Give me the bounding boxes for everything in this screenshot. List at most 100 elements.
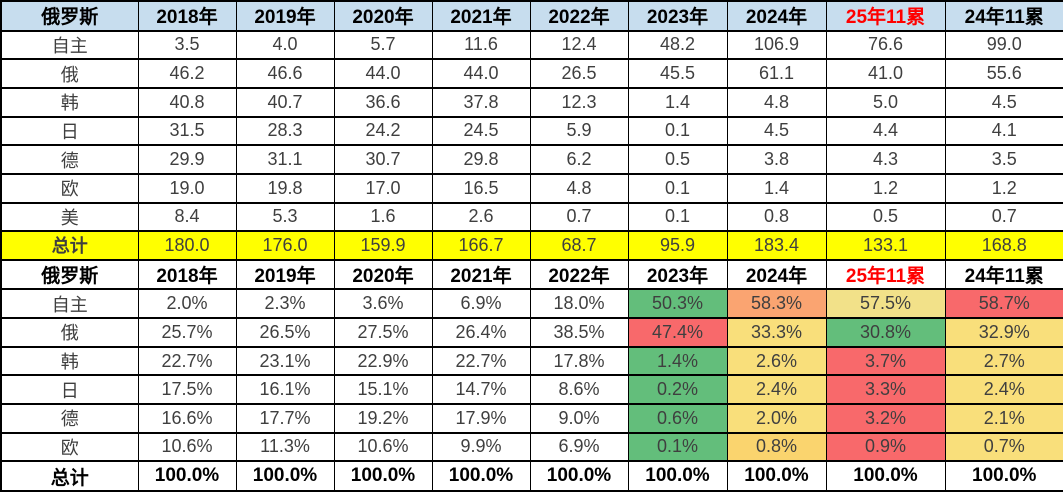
table2-value-cell: 1.4%: [627, 345, 728, 377]
table2-year-header-cell: 2020年: [333, 258, 433, 291]
table2-total-value-cell: 100.0%: [137, 460, 237, 492]
table2-value-cell: 2.7%: [944, 345, 1063, 377]
table2-value-cell: 23.1%: [235, 345, 335, 377]
table1-data-row: 俄 46.2 46.6 44.0 44.0 26.5 45.5 61.1 41.0 55.6: [0, 58, 1063, 89]
table1-value-cell: 19.0: [137, 172, 237, 204]
table1-value-cell: 55.6: [944, 58, 1063, 89]
table1-value-cell: 4.4: [825, 115, 946, 147]
table1-value-cell: 5.7: [333, 29, 433, 61]
table1-value-cell: 76.6: [825, 29, 946, 61]
table2-value-cell: 26.4%: [431, 317, 531, 348]
table2-value-cell: 8.6%: [529, 374, 629, 405]
table2-value-cell: 2.6%: [726, 345, 827, 377]
table1-value-cell: 24.5: [431, 115, 531, 147]
table1-row-label-cell: 俄: [0, 58, 139, 89]
table2-value-cell: 2.0%: [137, 288, 237, 320]
table2-value-cell: 15.1%: [333, 374, 433, 405]
table2-total-label-cell: 总计: [0, 460, 139, 492]
table2-value-cell: 3.6%: [333, 288, 433, 320]
table2-value-cell: 0.1%: [627, 431, 728, 463]
table2-value-cell: 2.4%: [944, 374, 1063, 405]
table1-value-cell: 106.9: [726, 29, 827, 61]
table2-value-cell: 58.7%: [944, 288, 1063, 320]
table2-value-cell: 19.2%: [333, 403, 433, 434]
table1-total-label-cell: 总计: [0, 230, 139, 261]
table1-value-cell: 12.3: [529, 86, 629, 118]
table2-year-header-cell: 2022年: [529, 258, 629, 291]
table2-total-value-cell: 100.0%: [529, 460, 629, 492]
table2-value-cell: 10.6%: [333, 431, 433, 463]
table1-value-cell: 40.7: [235, 86, 335, 118]
table1-value-cell: 48.2: [627, 29, 728, 61]
table2-value-cell: 0.9%: [825, 431, 946, 463]
table2-value-cell: 32.9%: [944, 317, 1063, 348]
table1-value-cell: 5.9: [529, 115, 629, 147]
table1-value-cell: 3.5: [944, 144, 1063, 175]
table2-total-value-cell: 100.0%: [333, 460, 433, 492]
table1-value-cell: 4.8: [529, 172, 629, 204]
table2-value-cell: 16.6%: [137, 403, 237, 434]
table2-data-row: 韩 22.7% 23.1% 22.9% 22.7% 17.8% 1.4% 2.6% 3.7% 2.…: [0, 345, 1063, 377]
table1-total-value-cell: 159.9: [333, 230, 433, 261]
table1-row-label-cell: 欧: [0, 172, 139, 204]
table2-total-row: 总计 100.0% 100.0% 100.0% 100.0% 100.0% 100.0% 10…: [0, 460, 1063, 492]
table1-data-row: 自主 3.5 4.0 5.7 11.6 12.4 48.2 106.9 76.6 99.0: [0, 29, 1063, 61]
table1-total-value-cell: 180.0: [137, 230, 237, 261]
table2-value-cell: 17.5%: [137, 374, 237, 405]
table1-value-cell: 29.8: [431, 144, 531, 175]
table2-value-cell: 27.5%: [333, 317, 433, 348]
table1-row-label-cell: 韩: [0, 86, 139, 118]
table2-row-label-cell: 日: [0, 374, 139, 405]
table1-value-cell: 5.0: [825, 86, 946, 118]
table1-value-cell: 31.1: [235, 144, 335, 175]
table2-value-cell: 17.7%: [235, 403, 335, 434]
table1-value-cell: 8.4: [137, 201, 237, 233]
table2-value-cell: 6.9%: [529, 431, 629, 463]
table1-value-cell: 11.6: [431, 29, 531, 61]
table1-total-row: 总计 180.0 176.0 159.9 166.7 68.7 95.9 183.4 133.1…: [0, 230, 1063, 261]
table1-value-cell: 29.9: [137, 144, 237, 175]
table1-value-cell: 37.8: [431, 86, 531, 118]
table1-year-header-cell: 2019年: [235, 0, 335, 32]
table2-value-cell: 30.8%: [825, 317, 946, 348]
table1-data-row: 欧 19.0 19.8 17.0 16.5 4.8 0.1 1.4 1.2 1.2: [0, 172, 1063, 204]
table2-value-cell: 22.7%: [137, 345, 237, 377]
table1-year-header-cell: 25年11累: [825, 0, 946, 32]
table2-row-label-cell: 德: [0, 403, 139, 434]
table1-row-label-cell: 美: [0, 201, 139, 233]
table2-total-value-cell: 100.0%: [627, 460, 728, 492]
table1-value-cell: 46.2: [137, 58, 237, 89]
table1-value-cell: 6.2: [529, 144, 629, 175]
table2-value-cell: 33.3%: [726, 317, 827, 348]
table2-value-cell: 0.7%: [944, 431, 1063, 463]
table2-value-cell: 2.0%: [726, 403, 827, 434]
table2-row-label-cell: 韩: [0, 345, 139, 377]
table1-data-row: 美 8.4 5.3 1.6 2.6 0.7 0.1 0.8 0.5 0.7: [0, 201, 1063, 233]
table1-value-cell: 0.7: [944, 201, 1063, 233]
table2-data-row: 俄 25.7% 26.5% 27.5% 26.4% 38.5% 47.4% 33.3% 30.8…: [0, 317, 1063, 348]
table2-total-value-cell: 100.0%: [944, 460, 1063, 492]
table2-data-row: 德 16.6% 17.7% 19.2% 17.9% 9.0% 0.6% 2.0% 3.2% 2.1…: [0, 403, 1063, 434]
table1-value-cell: 4.3: [825, 144, 946, 175]
table1-value-cell: 3.8: [726, 144, 827, 175]
table2-value-cell: 3.3%: [825, 374, 946, 405]
table2-value-cell: 3.7%: [825, 345, 946, 377]
table1-total-value-cell: 95.9: [627, 230, 728, 261]
table1-value-cell: 2.6: [431, 201, 531, 233]
table1-row-label-cell: 日: [0, 115, 139, 147]
table1-total-value-cell: 168.8: [944, 230, 1063, 261]
table2-value-cell: 58.3%: [726, 288, 827, 320]
table2-value-cell: 25.7%: [137, 317, 237, 348]
table2-value-cell: 10.6%: [137, 431, 237, 463]
table2-year-header-cell: 2024年: [726, 258, 827, 291]
table1-year-header-cell: 2020年: [333, 0, 433, 32]
table1-value-cell: 44.0: [431, 58, 531, 89]
table2-value-cell: 0.2%: [627, 374, 728, 405]
table2-value-cell: 17.8%: [529, 345, 629, 377]
table2-year-header-cell: 25年11累: [825, 258, 946, 291]
table1-value-cell: 0.1: [627, 115, 728, 147]
table2-value-cell: 50.3%: [627, 288, 728, 320]
table2-total-value-cell: 100.0%: [825, 460, 946, 492]
table2-data-row: 日 17.5% 16.1% 15.1% 14.7% 8.6% 0.2% 2.4% 3.3% 2.4…: [0, 374, 1063, 405]
